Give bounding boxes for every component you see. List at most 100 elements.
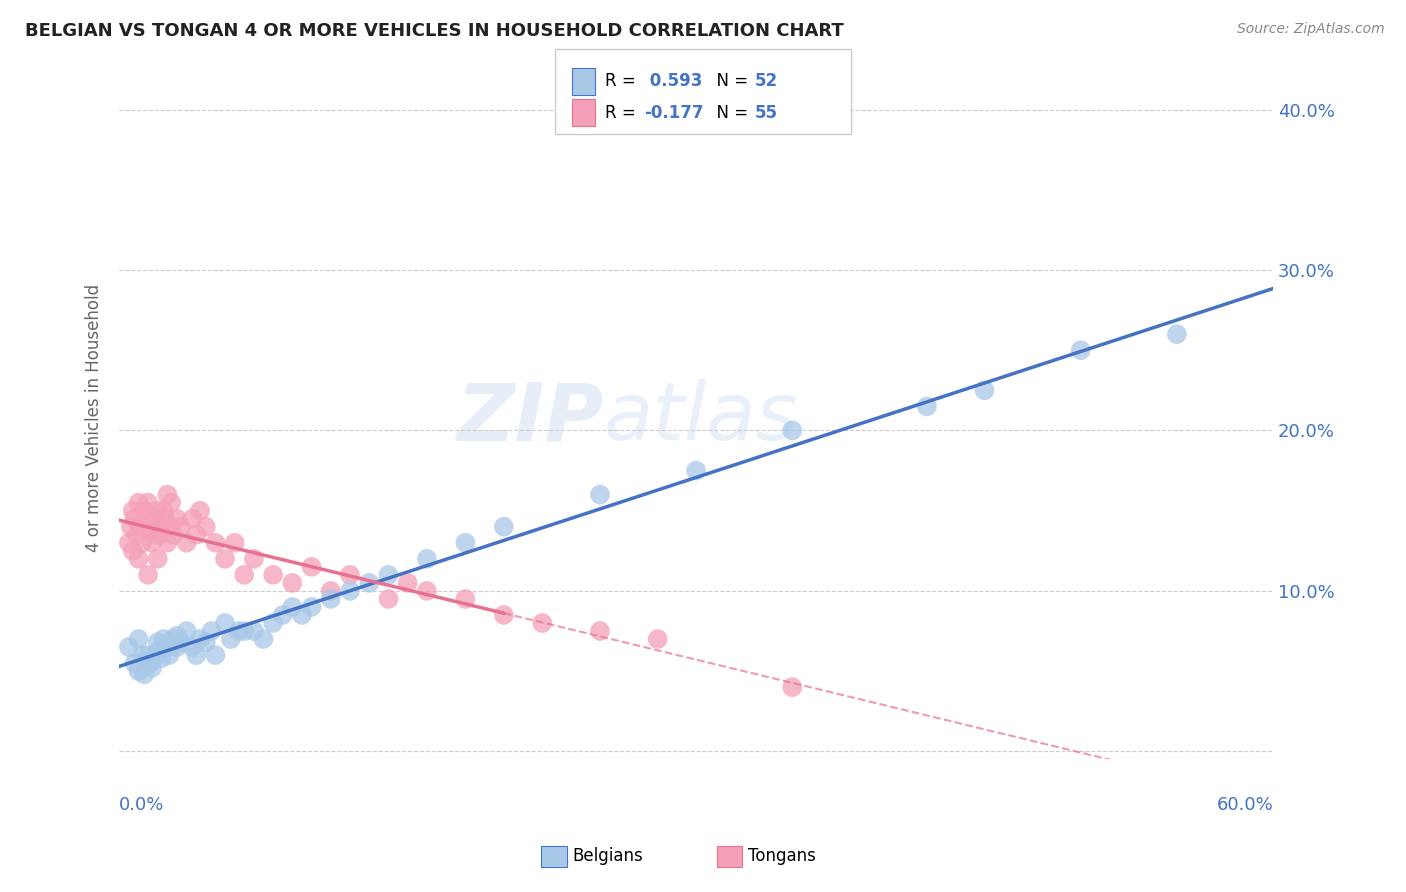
Text: ZIP: ZIP (457, 379, 603, 458)
Point (204, 648, 226, 662)
Text: BELGIAN VS TONGAN 4 OR MORE VEHICLES IN HOUSEHOLD CORRELATION CHART: BELGIAN VS TONGAN 4 OR MORE VEHICLES IN … (25, 22, 844, 40)
Point (214, 615, 236, 630)
Text: Tongans: Tongans (748, 847, 815, 865)
Point (188, 504, 211, 518)
Point (243, 624, 266, 638)
Point (170, 519, 193, 533)
Point (139, 656, 162, 670)
Point (291, 607, 314, 622)
Point (454, 591, 477, 606)
Text: -0.177: -0.177 (644, 103, 703, 121)
Point (129, 519, 152, 533)
Point (146, 645, 169, 659)
Y-axis label: 4 or more Vehicles in Household: 4 or more Vehicles in Household (86, 285, 103, 552)
Text: Source: ZipAtlas.com: Source: ZipAtlas.com (1237, 22, 1385, 37)
Point (589, 624, 612, 638)
Point (135, 512, 157, 526)
Point (219, 632, 242, 646)
Point (262, 615, 284, 630)
Point (152, 632, 174, 646)
Point (243, 551, 266, 566)
Point (915, 400, 938, 414)
Text: Belgians: Belgians (572, 847, 643, 865)
Point (128, 496, 150, 510)
Point (155, 512, 177, 526)
Point (120, 519, 142, 533)
Point (214, 551, 236, 566)
Point (156, 488, 179, 502)
Point (188, 632, 211, 646)
Point (131, 535, 153, 549)
Point (146, 635, 169, 649)
Point (146, 504, 169, 518)
Point (176, 535, 198, 549)
Point (339, 583, 361, 598)
Point (152, 504, 174, 518)
Point (124, 512, 146, 526)
Point (1070, 343, 1092, 358)
Point (271, 607, 294, 622)
Point (136, 496, 159, 510)
Point (359, 575, 381, 590)
Point (396, 575, 419, 590)
Point (281, 575, 304, 590)
Point (377, 567, 399, 582)
Text: N =: N = (706, 103, 754, 121)
Text: 60.0%: 60.0% (1216, 797, 1272, 814)
Point (685, 464, 707, 478)
Point (186, 527, 208, 541)
Point (160, 496, 183, 510)
Point (128, 632, 150, 646)
Point (416, 583, 439, 598)
Point (301, 559, 323, 574)
Point (782, 424, 804, 438)
Point (121, 504, 143, 518)
Point (136, 648, 159, 662)
Point (146, 551, 169, 566)
Point (149, 519, 172, 533)
Point (139, 519, 162, 533)
Point (136, 567, 159, 582)
Point (228, 624, 250, 638)
Point (339, 567, 361, 582)
Point (301, 599, 323, 614)
Point (492, 519, 515, 533)
Text: R =: R = (605, 103, 641, 121)
Point (204, 535, 226, 549)
Point (131, 648, 153, 662)
Text: 0.0%: 0.0% (120, 797, 165, 814)
Point (150, 527, 173, 541)
Point (157, 648, 180, 662)
Text: N =: N = (706, 72, 754, 90)
Point (124, 656, 146, 670)
Point (200, 624, 222, 638)
Point (531, 615, 554, 630)
Point (416, 551, 439, 566)
Point (589, 488, 612, 502)
Point (166, 512, 188, 526)
Text: 55: 55 (755, 103, 778, 121)
Text: atlas: atlas (603, 379, 799, 458)
Point (128, 551, 150, 566)
Point (233, 567, 256, 582)
Point (973, 384, 995, 398)
Point (128, 664, 150, 678)
Point (233, 624, 256, 638)
Point (181, 512, 204, 526)
Point (118, 535, 141, 549)
Point (262, 567, 284, 582)
Point (281, 599, 304, 614)
Point (134, 504, 156, 518)
Point (170, 635, 193, 649)
Point (145, 527, 167, 541)
Point (125, 527, 148, 541)
Point (162, 527, 184, 541)
Point (176, 624, 198, 638)
Point (377, 591, 399, 606)
Point (142, 651, 165, 665)
Point (150, 651, 173, 665)
Point (181, 640, 204, 654)
Point (319, 591, 342, 606)
Point (142, 512, 165, 526)
Point (157, 519, 180, 533)
